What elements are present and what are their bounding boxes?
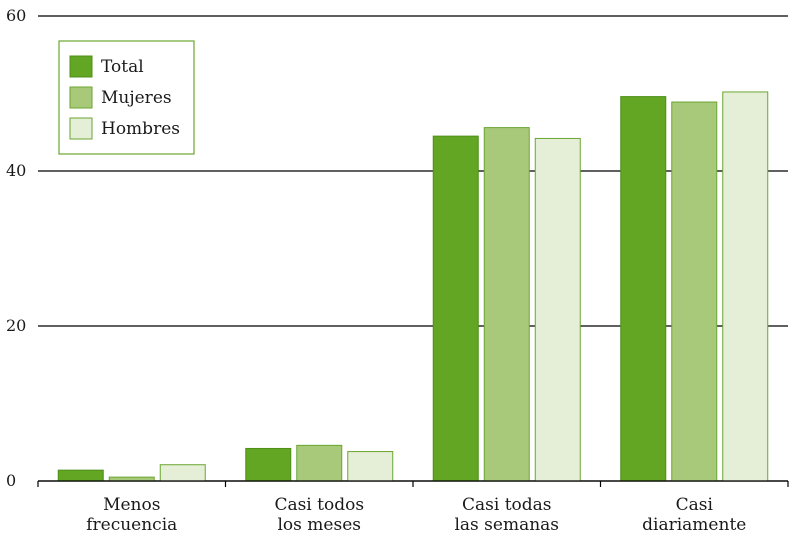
y-tick-label: 40 <box>6 161 26 180</box>
legend-label: Hombres <box>101 119 180 139</box>
bar-hombres <box>159 464 206 482</box>
bar-total <box>57 469 104 482</box>
bar-hombres <box>534 137 581 482</box>
x-category-label: diariamente <box>642 515 746 535</box>
legend: Total Mujeres Hombres <box>58 40 195 155</box>
bar-mujeres <box>483 127 530 482</box>
legend-swatch-mujeres <box>69 86 93 109</box>
x-category-label: Casi todos <box>274 495 364 515</box>
bar-total <box>245 447 292 482</box>
x-category-label: Menos <box>103 495 160 515</box>
bar-hombres <box>347 451 394 482</box>
x-category-label: Casi <box>676 495 714 515</box>
bars <box>57 91 769 482</box>
x-category-label: Casi todas <box>462 495 552 515</box>
y-tick-label: 0 <box>6 471 16 490</box>
x-axis <box>37 480 789 487</box>
x-category-label: los meses <box>278 515 362 535</box>
legend-label: Mujeres <box>101 88 172 108</box>
bar-mujeres <box>671 101 718 482</box>
y-axis-tick-labels: 0 20 40 60 <box>6 6 26 490</box>
y-tick-label: 60 <box>6 6 26 25</box>
legend-swatch-total <box>69 55 93 78</box>
x-category-label: frecuencia <box>86 515 177 535</box>
x-category-label: las semanas <box>454 515 559 535</box>
bar-total <box>432 135 479 482</box>
legend-label: Total <box>101 57 144 77</box>
legend-swatch-hombres <box>69 117 93 140</box>
bar-total <box>620 96 667 482</box>
bar-mujeres <box>296 444 343 482</box>
y-tick-label: 20 <box>6 316 26 335</box>
bar-hombres <box>722 91 769 482</box>
